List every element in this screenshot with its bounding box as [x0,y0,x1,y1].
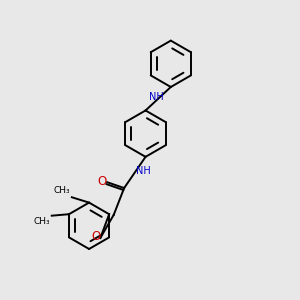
Text: NH: NH [149,92,164,102]
Text: CH₃: CH₃ [54,186,70,195]
Text: NH: NH [136,166,151,176]
Text: O: O [91,230,100,243]
Text: CH₃: CH₃ [34,217,50,226]
Text: O: O [97,175,106,188]
